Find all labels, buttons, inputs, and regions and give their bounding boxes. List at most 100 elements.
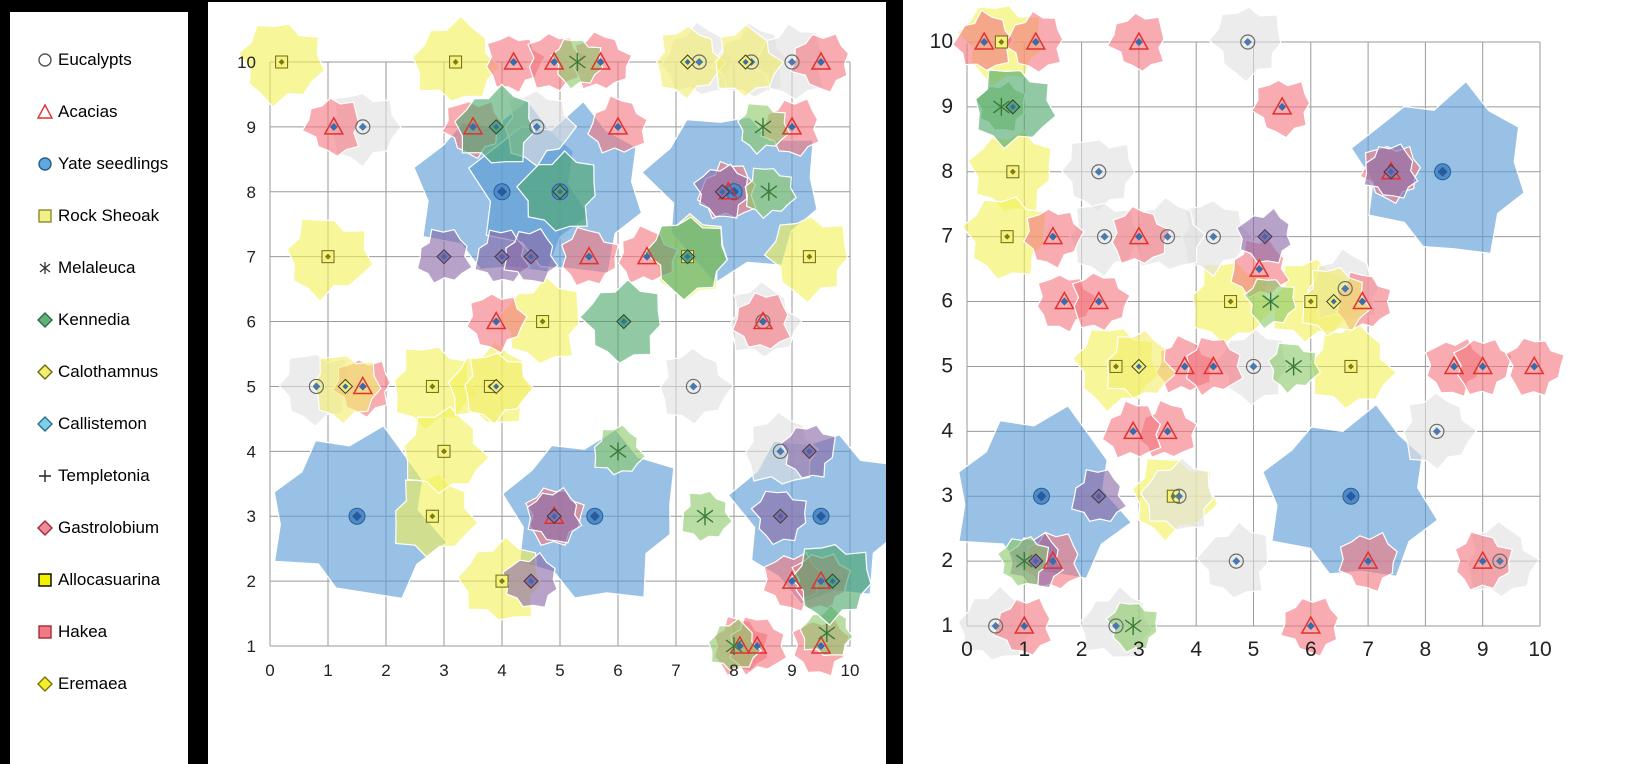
acacias-point [636, 246, 658, 265]
rock-sheoak-point [275, 55, 289, 69]
x-tick-label: 8 [1420, 638, 1432, 661]
gastrolobium-point [1383, 164, 1399, 180]
legend-label: Hakea [58, 622, 108, 641]
legend-label: Allocasuarina [58, 570, 161, 589]
rock-sheoak-point [1304, 295, 1318, 309]
acacias-point [543, 51, 565, 70]
y-tick-label: 2 [247, 572, 256, 591]
rock-sheoak-point [449, 55, 463, 69]
eucalypts-point [1159, 229, 1176, 245]
yate-seedlings-point [1342, 487, 1360, 505]
eucalypts-point [1091, 164, 1107, 180]
acacias-marker-icon [36, 103, 54, 119]
legend-item-templetonia: Templetonia [36, 450, 188, 502]
y-tick-label: 1 [247, 637, 256, 656]
acacias-point [590, 51, 611, 70]
y-tick-label: 10 [237, 53, 256, 72]
acacias-point [1472, 355, 1493, 375]
legend-item-hakea: Hakea [36, 606, 188, 658]
x-tick-label: 5 [555, 661, 564, 680]
y-tick-label: 2 [941, 549, 953, 572]
callistemon-marker-icon [37, 416, 53, 432]
acacias-point [752, 311, 774, 330]
melaleuca-point [818, 624, 836, 643]
acacias-point [1271, 96, 1293, 115]
x-tick-label: 10 [841, 661, 860, 680]
eucalypts-point [1171, 488, 1187, 504]
acacias-point [1122, 420, 1144, 440]
acacias-canopy [1111, 205, 1172, 265]
rock-sheoak-point [536, 315, 550, 329]
eucalypts-point [1240, 34, 1256, 50]
rock-sheoak-point [321, 250, 335, 264]
y-tick-label: 5 [247, 377, 256, 396]
acacias-point [1042, 226, 1064, 245]
x-tick-label: 1 [1018, 638, 1030, 661]
legend-item-acacias: Acacias [36, 86, 188, 138]
yate-seedlings-point [586, 507, 604, 525]
acacias-point [1248, 258, 1270, 277]
gastrolobium-point [1091, 488, 1107, 504]
gastrolobium-point [801, 443, 818, 460]
legend-label: Yate seedlings [58, 154, 169, 173]
eucalypts-point [784, 54, 800, 70]
legend-label: Rock Sheoak [58, 206, 160, 225]
gastrolobium-point [436, 248, 452, 265]
yate-seedlings-point [1434, 163, 1452, 181]
left-markers [275, 51, 841, 655]
gastrolobium-point [546, 508, 562, 524]
y-tick-label: 6 [247, 313, 256, 332]
gastrolobium-point [1257, 228, 1273, 245]
eucalypts-canopy [1060, 139, 1136, 213]
acacias-point [462, 116, 484, 135]
eucalypts-point [1245, 358, 1262, 375]
y-tick-label: 5 [941, 354, 953, 377]
eucalypts-point [685, 378, 701, 395]
eucalypts-point [1108, 618, 1124, 634]
y-tick-label: 4 [941, 419, 953, 442]
kennedia-point [552, 184, 568, 200]
melaleuca-point [992, 97, 1010, 116]
legend-label: Eucalypts [58, 50, 132, 69]
kennedia-point [824, 573, 841, 589]
x-tick-label: 7 [1362, 638, 1374, 661]
acacias-point [1054, 291, 1075, 310]
acacias-point [1174, 355, 1196, 375]
chart-panel-right: 0 1 2 3 4 5 6 7 8 9 10 1 2 3 4 5 6 7 8 9 10 [903, 0, 1637, 764]
rock-sheoak-point [1000, 230, 1014, 244]
acacias-point [1203, 355, 1224, 375]
rock-sheoak-point [1344, 359, 1358, 373]
legend-item-eremaea: Eremaea [36, 658, 188, 710]
kennedia-point [616, 313, 632, 330]
eucalypts-point [1492, 553, 1508, 569]
x-tick-label: 4 [497, 661, 506, 680]
acacias-point [1128, 31, 1150, 50]
y-tick-label: 7 [941, 225, 953, 248]
gastrolobium-point [494, 248, 510, 265]
y-tick-label: 9 [247, 118, 256, 137]
x-tick-label: 6 [1305, 638, 1317, 661]
x-tick-label: 0 [265, 661, 274, 680]
rock-sheoak-point [437, 444, 451, 458]
calothamnus-marker-icon [37, 364, 53, 380]
rock-sheoak-point [1006, 165, 1020, 179]
eucalypts-canopy [1207, 6, 1282, 83]
legend-label: Eremaea [58, 674, 127, 693]
calothamnus-point [1326, 293, 1342, 310]
legend: Eucalypts Acacias Yate seedlings Rock Sheoa… [10, 12, 188, 764]
eucalypts-point [1429, 423, 1445, 439]
melaleuca-marker-icon [39, 262, 51, 274]
x-tick-label: 7 [671, 661, 680, 680]
melaleuca-point [1015, 552, 1033, 571]
gastrolobium-point [772, 508, 789, 524]
rock-sheoak-point [1109, 359, 1123, 373]
yate-seedlings-point [1032, 487, 1050, 505]
yate-seedlings-point [493, 183, 511, 201]
eucalypts-point [772, 443, 789, 459]
acacias-point [810, 570, 832, 589]
legend-label: Calothamnus [58, 362, 159, 381]
x-tick-label: 10 [1528, 638, 1551, 661]
acacias-point [1088, 291, 1110, 310]
x-tick-label: 3 [1133, 638, 1145, 661]
